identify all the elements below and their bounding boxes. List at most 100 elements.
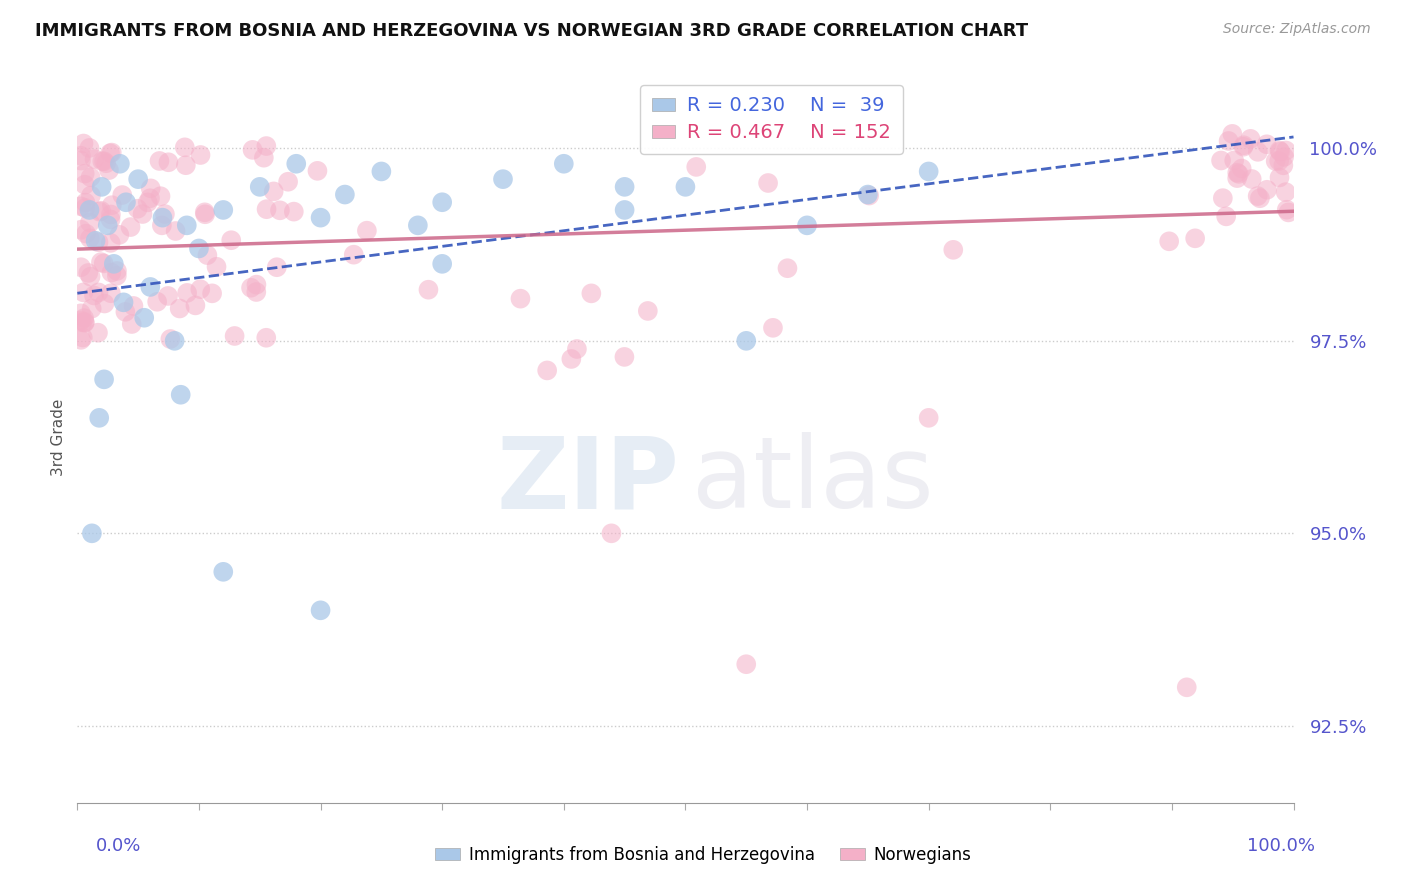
Point [430,195,453,210]
Point [105,268,128,283]
Point [163,334,186,348]
Point [100,145,122,160]
Point [194,205,217,219]
Point [1184,231,1206,245]
Point [112,295,135,310]
Point [184,298,207,312]
Point [80,301,103,316]
Point [509,292,531,306]
Point [1233,138,1256,153]
Point [195,248,218,262]
Point [263,185,285,199]
Point [188,282,211,296]
Point [1270,145,1292,159]
Point [224,329,246,343]
Point [70,315,93,329]
Point [285,157,308,171]
Point [418,283,440,297]
Point [148,153,170,168]
Point [565,342,588,356]
Point [343,248,366,262]
Point [91,154,114,169]
Point [96,156,118,170]
Point [1223,153,1246,168]
Point [70,199,93,213]
Point [212,565,235,579]
Point [165,224,187,238]
Point [79,231,101,245]
Point [1247,145,1270,159]
Point [159,332,181,346]
Point [83,152,105,166]
Point [100,235,122,250]
Point [756,176,779,190]
Point [190,148,212,162]
Point [1268,153,1291,168]
Point [80,526,103,541]
Point [1264,154,1286,169]
Point [254,139,277,153]
Point [121,317,143,331]
Point [245,285,267,299]
Point [918,164,941,178]
Legend: R = 0.230    N =  39, R = 0.467    N = 152: R = 0.230 N = 39, R = 0.467 N = 152 [640,85,903,153]
Legend: Immigrants from Bosnia and Herzegovina, Norwegians: Immigrants from Bosnia and Herzegovina, … [429,839,977,871]
Point [73,178,96,192]
Point [174,158,197,172]
Point [1240,172,1263,186]
Point [600,526,623,541]
Point [100,266,122,280]
Point [240,281,263,295]
Point [762,321,785,335]
Point [796,219,818,233]
Point [1272,150,1295,164]
Point [75,195,97,210]
Point [1239,132,1261,146]
Point [73,315,96,329]
Point [194,207,217,221]
Point [212,202,235,217]
Point [136,195,159,210]
Point [1220,127,1243,141]
Point [242,143,264,157]
Point [70,149,93,163]
Point [553,157,575,171]
Point [1218,134,1240,148]
Point [942,243,965,257]
Point [83,288,105,302]
Y-axis label: 3rd Grade: 3rd Grade [51,399,66,475]
Point [127,172,149,186]
Point [1249,191,1271,205]
Point [1226,171,1249,186]
Point [1268,144,1291,158]
Point [89,204,111,219]
Point [70,333,93,347]
Point [73,311,96,326]
Point [79,202,101,217]
Point [918,410,941,425]
Point [146,294,169,309]
Point [176,219,198,233]
Point [1175,681,1198,695]
Point [333,187,356,202]
Point [101,198,124,212]
Point [100,212,122,227]
Point [70,313,93,327]
Point [90,255,112,269]
Text: atlas: atlas [692,433,934,530]
Point [84,234,107,248]
Point [79,170,101,185]
Point [153,207,176,221]
Point [72,136,94,151]
Point [97,219,120,233]
Point [73,316,96,330]
Point [72,285,94,300]
Point [1275,202,1298,217]
Point [157,289,180,303]
Point [1256,137,1278,152]
Point [139,280,162,294]
Point [173,140,195,154]
Point [105,264,128,278]
Point [108,157,131,171]
Point [205,260,228,274]
